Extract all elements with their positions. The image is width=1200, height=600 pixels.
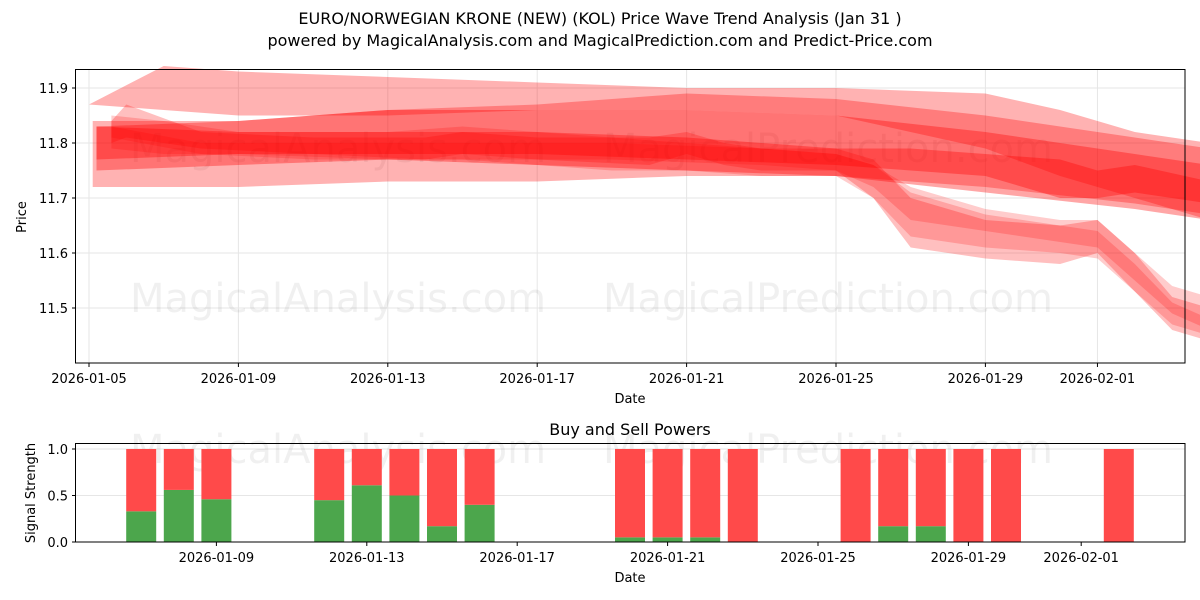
y-tick-label: 0.0 <box>47 536 68 551</box>
sell-bar <box>878 449 908 526</box>
sell-bar <box>916 449 946 526</box>
sell-bar <box>201 449 231 499</box>
sell-bar <box>690 449 720 537</box>
sell-bar <box>427 449 457 526</box>
sell-bar <box>653 449 683 537</box>
x-tick-label: 2026-01-13 <box>350 372 426 387</box>
sell-bar <box>991 449 1021 542</box>
x-tick-label: 2026-02-01 <box>1043 551 1119 566</box>
x-tick-label: 2026-01-29 <box>948 372 1024 387</box>
sell-bar <box>465 449 495 505</box>
price-x-axis: 2026-01-05 2026-01-09 2026-01-13 2026-01-17… <box>51 363 1135 387</box>
buy-bar <box>878 526 908 542</box>
y-tick-label: 11.7 <box>39 192 68 207</box>
y-tick-label: 11.5 <box>39 302 68 317</box>
price-y-axis: 11.5 11.6 11.7 11.8 11.9 <box>39 82 76 317</box>
sell-bar <box>314 449 344 500</box>
sell-bar <box>841 449 871 542</box>
x-tick-label: 2026-01-17 <box>499 372 575 387</box>
x-tick-label: 2026-01-29 <box>931 551 1007 566</box>
buy-bar <box>201 499 231 542</box>
y-tick-label: 11.9 <box>39 82 68 97</box>
buy-bar <box>690 537 720 542</box>
buy-bar <box>126 511 156 542</box>
x-tick-label: 2026-01-25 <box>780 551 856 566</box>
buy-bar <box>164 490 194 542</box>
sell-bar <box>1104 449 1134 542</box>
signal-y-axis: 0.0 0.5 1.0 <box>47 443 76 551</box>
watermark-text: MagicalAnalysis.com <box>130 276 546 322</box>
buy-bar <box>653 537 683 542</box>
sell-bar <box>953 449 983 542</box>
x-tick-label: 2026-01-13 <box>329 551 405 566</box>
price-y-axis-label: Price <box>15 201 30 233</box>
x-tick-label: 2026-02-01 <box>1060 372 1136 387</box>
x-tick-label: 2026-01-09 <box>201 372 277 387</box>
signal-x-axis-label: Date <box>614 571 645 586</box>
x-tick-label: 2026-01-17 <box>479 551 555 566</box>
x-tick-label: 2026-01-21 <box>649 372 725 387</box>
watermark-text: MagicalPrediction.com <box>603 276 1053 322</box>
buy-bar <box>427 526 457 542</box>
sell-bar <box>352 449 382 485</box>
buy-bar <box>352 485 382 542</box>
y-tick-label: 11.8 <box>39 137 68 152</box>
buy-bar <box>615 537 645 542</box>
buy-sell-power-chart: Buy and Sell Powers MagicalAnalysis.com … <box>24 420 1185 586</box>
x-tick-label: 2026-01-09 <box>179 551 255 566</box>
price-wave-chart: MagicalAnalysis.com MagicalPrediction.co… <box>15 66 1200 407</box>
chart-canvas: MagicalAnalysis.com MagicalPrediction.co… <box>0 0 1200 600</box>
sell-bar <box>164 449 194 490</box>
buy-bar <box>314 500 344 542</box>
buy-bar <box>465 505 495 542</box>
buy-bar <box>389 496 419 543</box>
x-tick-label: 2026-01-25 <box>798 372 874 387</box>
price-x-axis-label: Date <box>614 392 645 407</box>
sell-bar <box>615 449 645 537</box>
x-tick-label: 2026-01-05 <box>51 372 127 387</box>
x-tick-label: 2026-01-21 <box>630 551 706 566</box>
sell-bar <box>389 449 419 496</box>
y-tick-label: 1.0 <box>47 443 68 458</box>
sell-bar <box>728 449 758 542</box>
signal-y-axis-label: Signal Strength <box>24 443 39 543</box>
buy-bar <box>916 526 946 542</box>
y-tick-label: 0.5 <box>47 490 68 505</box>
y-tick-label: 11.6 <box>39 247 68 262</box>
sell-bar <box>126 449 156 511</box>
signal-x-axis: 2026-01-09 2026-01-13 2026-01-17 2026-01-21… <box>179 542 1119 566</box>
